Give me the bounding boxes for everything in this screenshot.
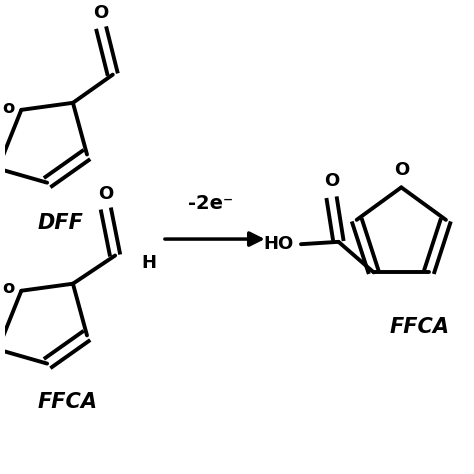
Text: DFF: DFF xyxy=(38,213,83,233)
Text: O: O xyxy=(93,4,109,22)
Text: O: O xyxy=(324,172,339,190)
Text: O: O xyxy=(98,185,113,203)
Text: HO: HO xyxy=(264,235,294,253)
Text: H: H xyxy=(141,254,156,272)
Text: o: o xyxy=(2,99,14,117)
Text: O: O xyxy=(394,161,409,179)
Text: FFCA: FFCA xyxy=(390,317,450,337)
Text: -2e⁻: -2e⁻ xyxy=(188,194,233,213)
Text: o: o xyxy=(2,279,14,297)
Text: FFCA: FFCA xyxy=(38,392,98,412)
